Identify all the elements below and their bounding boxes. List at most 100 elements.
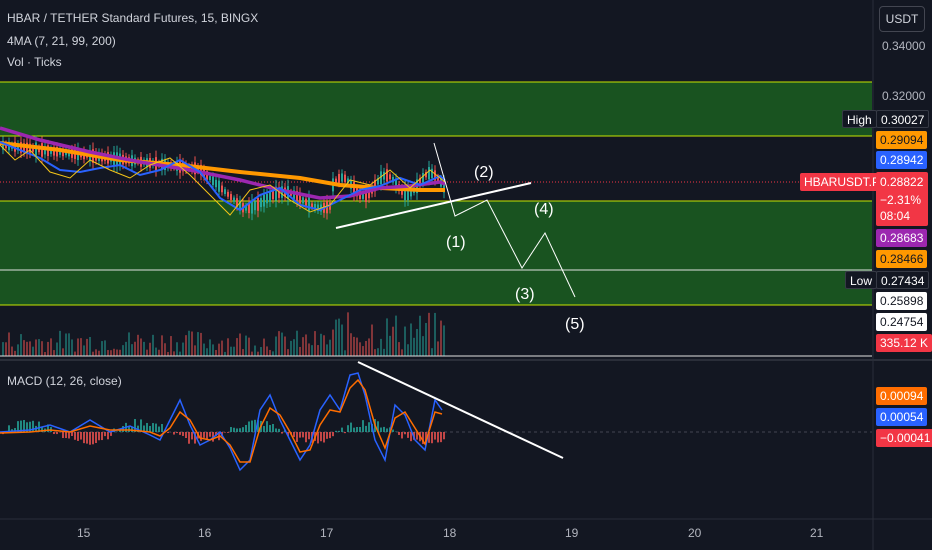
volume-bar — [119, 349, 121, 356]
volume-bar — [260, 347, 262, 356]
candle-body — [419, 178, 421, 186]
volume-bar — [443, 325, 445, 356]
candle-body — [434, 170, 436, 181]
histogram-bar — [263, 426, 265, 432]
elliott-wave-path[interactable] — [433, 142, 576, 298]
candle-body — [311, 203, 313, 208]
histogram-bar — [431, 432, 433, 444]
time-tick: 17 — [320, 526, 334, 540]
candle-body — [245, 205, 247, 211]
volume-bar — [413, 337, 415, 356]
volume-bar — [389, 335, 391, 356]
candle-body — [392, 177, 394, 183]
histogram-bar — [386, 428, 388, 432]
volume-bar — [128, 332, 130, 356]
volume-bar — [302, 337, 304, 356]
symbol-legend[interactable]: HBAR / TETHER Standard Futures, 15, BING… — [7, 11, 259, 25]
volume-bar — [152, 334, 154, 356]
signal-line — [0, 378, 443, 463]
volume-bar — [131, 344, 133, 356]
volume-bar — [68, 333, 70, 356]
volume-bar — [272, 351, 274, 356]
volume-bar — [419, 315, 421, 356]
wave-label-4[interactable]: (4) — [534, 201, 554, 218]
divergence-trendline[interactable] — [357, 361, 564, 459]
histogram-bar — [236, 428, 238, 432]
volume-bar — [350, 333, 352, 356]
volume-bar — [56, 342, 58, 356]
histogram-bar — [8, 425, 10, 432]
wave-label-3[interactable]: (3) — [515, 286, 535, 303]
level2-value-tag: 0.24754 — [876, 313, 928, 331]
volume-bar — [35, 339, 37, 356]
volume-bar — [245, 335, 247, 356]
histogram-bar — [92, 432, 94, 445]
histogram-bar — [143, 425, 145, 432]
candle-body — [314, 203, 316, 210]
volume-bar — [125, 341, 127, 356]
candle-body — [404, 186, 406, 201]
ma7-value-tag: 0.28466 — [876, 250, 928, 268]
volume-legend[interactable]: Vol · Ticks — [7, 55, 62, 69]
candle-body — [257, 197, 259, 211]
candle-body — [374, 179, 376, 192]
ma-legend[interactable]: 4MA (7, 21, 99, 200) — [7, 34, 116, 48]
histogram-bar — [86, 432, 88, 444]
volume-bar — [281, 332, 283, 356]
candle-body — [368, 188, 370, 199]
volume-bar — [74, 351, 76, 356]
volume-bar — [227, 338, 229, 356]
wave-label-1[interactable]: (1) — [446, 234, 466, 251]
volume-bar — [287, 349, 289, 356]
histogram-bar — [296, 432, 298, 442]
wave-label-2[interactable]: (2) — [474, 164, 494, 181]
volume-bar — [62, 348, 64, 356]
histogram-bar — [167, 432, 169, 434]
histogram-bar — [14, 428, 16, 432]
candle-body — [272, 190, 274, 200]
high-value-tag: 0.30027 — [876, 110, 930, 128]
wave-label-5[interactable]: (5) — [565, 316, 585, 333]
volume-bar — [317, 345, 319, 356]
volume-bar — [269, 349, 271, 356]
volume-bar — [26, 341, 28, 356]
candle-body — [362, 193, 364, 199]
volume-bar — [308, 343, 310, 356]
currency-button[interactable]: USDT — [879, 6, 925, 32]
candle-body — [296, 191, 298, 202]
candle-body — [209, 176, 211, 181]
macd-value-tag: 0.00054 — [876, 408, 928, 426]
volume-bar — [53, 350, 55, 356]
macd-legend[interactable]: MACD (12, 26, close) — [7, 374, 122, 388]
support-trendline[interactable] — [335, 182, 532, 229]
volume-bar — [92, 351, 94, 356]
lower-zone — [0, 270, 872, 305]
histogram-bar — [293, 432, 295, 438]
volume-bar — [230, 346, 232, 356]
candle-body — [428, 167, 430, 180]
candle-body — [275, 186, 277, 201]
histogram-bar — [209, 432, 211, 437]
histogram-bar — [206, 432, 208, 440]
candle-body — [401, 187, 403, 195]
volume-bar — [149, 342, 151, 356]
ma200-line — [0, 141, 445, 192]
histogram-bar — [272, 423, 274, 432]
time-tick: 18 — [443, 526, 457, 540]
volume-bar — [293, 339, 295, 356]
candle-body — [254, 201, 256, 211]
volume-bar — [371, 324, 373, 356]
ma99-value-tag: 0.28942 — [876, 151, 928, 169]
histogram-bar — [140, 419, 142, 432]
candle-body — [437, 176, 439, 182]
volume-bar — [20, 334, 22, 356]
histogram-bar — [365, 425, 367, 432]
time-tick: 20 — [688, 526, 702, 540]
candle-body — [353, 181, 355, 195]
volume-bar — [437, 341, 439, 356]
candle-body — [41, 143, 43, 157]
volume-bar — [14, 350, 16, 356]
volume-bar — [185, 335, 187, 356]
candle-body — [59, 149, 61, 155]
